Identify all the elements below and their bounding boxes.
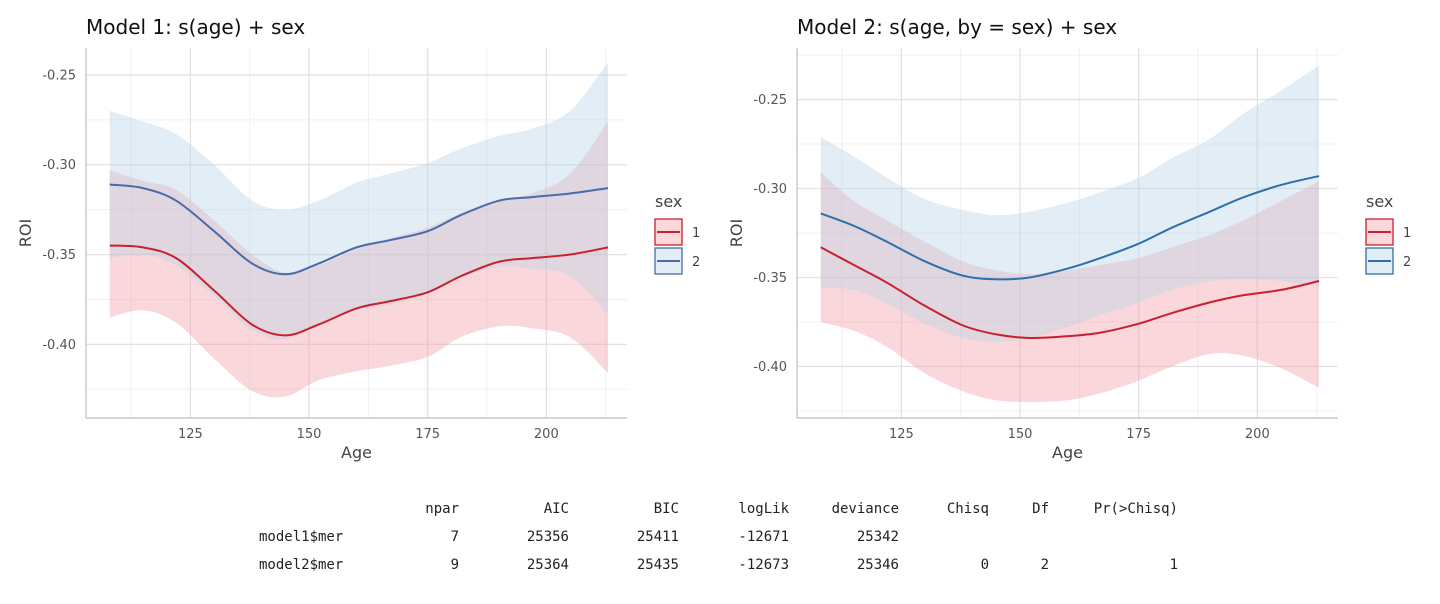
chart-panel-1: 125 150 175 200 -0.25 -0.30 -0.35 -0.40 Model 1:… [16, 15, 700, 462]
line-sex-2 [820, 175, 1320, 281]
x-tick-label: 150 [1008, 427, 1033, 442]
legend-label: 1 [1403, 226, 1411, 241]
ribbon-sex-2 [109, 62, 609, 340]
y-tick-label: -0.40 [753, 360, 787, 375]
x-axis-label: Age [1052, 443, 1083, 462]
x-tick-label: 175 [415, 427, 440, 442]
x-axis-label: Age [341, 443, 372, 462]
legend-label: 1 [692, 226, 700, 241]
x-tick-label: 200 [534, 427, 559, 442]
legend-label: 2 [692, 255, 700, 270]
y-tick-label: -0.35 [42, 248, 76, 263]
ribbon-sex-1 [820, 172, 1320, 402]
legend: sex 1 2 [1365, 192, 1411, 275]
y-tick-label: -0.40 [42, 338, 76, 353]
chart-title: Model 2: s(age, by = sex) + sex [797, 15, 1117, 39]
chart-panel-2: 125 150 175 200 -0.25 -0.30 -0.35 -0.40 Model 2:… [727, 15, 1411, 462]
y-tick-label: -0.25 [42, 68, 76, 83]
x-tick-label: 125 [889, 427, 914, 442]
x-tick-label: 150 [297, 427, 322, 442]
line-sex-1 [820, 246, 1320, 339]
y-axis-label: ROI [16, 219, 35, 247]
y-tick-label: -0.35 [753, 271, 787, 286]
x-tick-label: 200 [1245, 427, 1270, 442]
legend-label: 2 [1403, 255, 1411, 270]
line-sex-2 [109, 183, 609, 276]
legend-title: sex [1366, 192, 1393, 211]
y-tick-label: -0.25 [753, 93, 787, 108]
y-tick-label: -0.30 [42, 158, 76, 173]
legend: sex 1 2 [654, 192, 700, 275]
ribbon-sex-2 [820, 65, 1320, 342]
y-tick-label: -0.30 [753, 182, 787, 197]
chart-title: Model 1: s(age) + sex [86, 15, 305, 39]
line-sex-1 [109, 244, 609, 337]
ribbon-sex-1 [109, 121, 609, 398]
x-tick-label: 175 [1126, 427, 1151, 442]
legend-title: sex [655, 192, 682, 211]
y-axis-label: ROI [727, 219, 746, 247]
x-tick-label: 125 [178, 427, 203, 442]
